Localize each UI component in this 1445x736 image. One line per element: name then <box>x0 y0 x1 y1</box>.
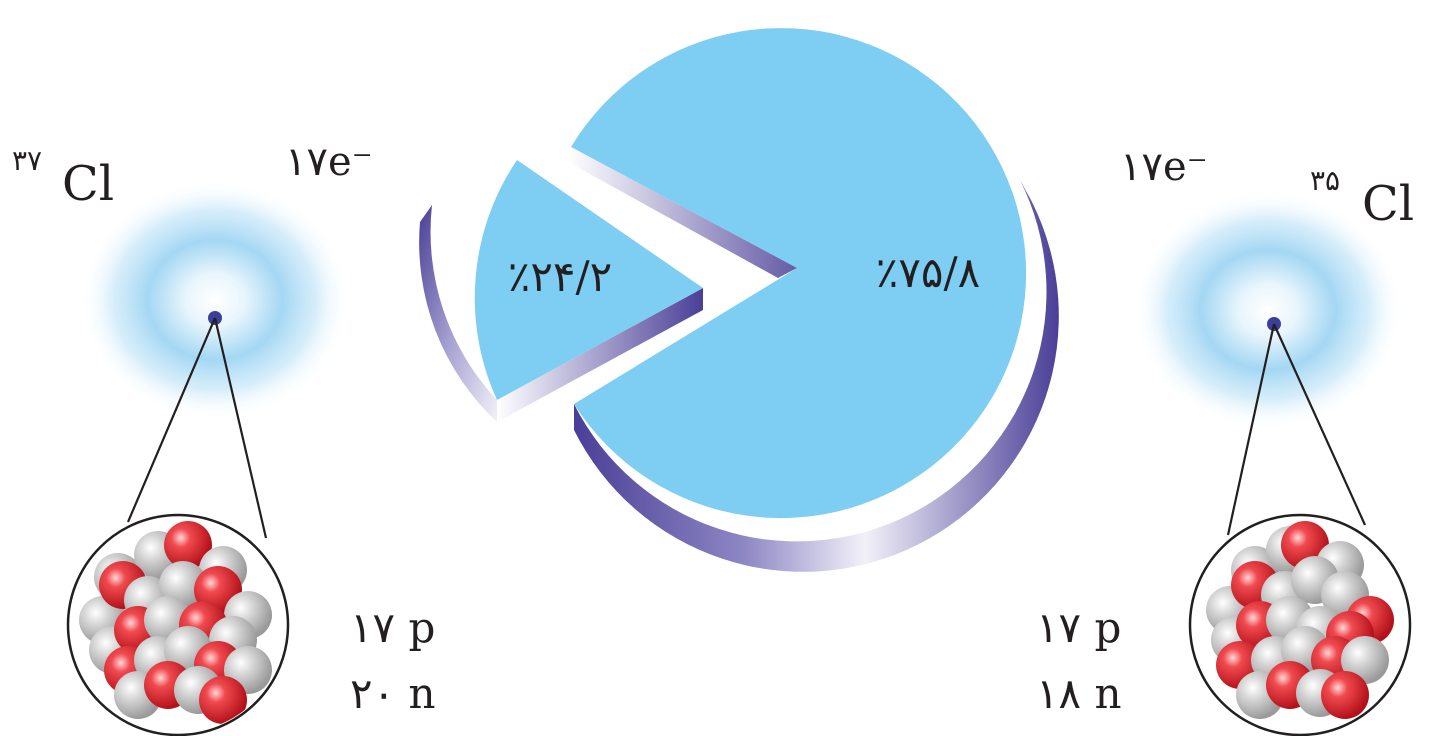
isotope-mass-number: ۳۵ <box>1310 164 1340 197</box>
isotope-symbol: Cl <box>1362 176 1414 232</box>
isotope-symbol: Cl <box>62 156 114 212</box>
pie-slice-small-side <box>419 205 497 422</box>
abundance-pie-chart: ٪۷۵/۸ ٪۲۴/۲ <box>419 28 1059 572</box>
pie-slice-small-cut <box>497 288 703 422</box>
pie-slice-large-cut <box>568 147 797 278</box>
proton-count: ۱۷ p <box>1036 603 1121 652</box>
zoom-line-right <box>213 317 268 539</box>
electron-cloud <box>80 180 350 420</box>
proton-ball <box>164 521 212 569</box>
atom-cl37: ۳۷ Cl ۱۷e⁻ ۱۷ p ۲۰ n <box>12 139 436 736</box>
neutron-count: ۱۸ n <box>1036 669 1122 718</box>
isotope-mass-number: ۳۷ <box>12 144 42 177</box>
proton-ball <box>199 676 247 724</box>
electron-cloud <box>1133 190 1403 430</box>
pie-slice-large <box>571 28 1027 519</box>
pie-label-small: ٪۲۴/۲ <box>508 252 612 301</box>
pie-slice-small <box>474 160 703 400</box>
proton-count: ۱۷ p <box>350 603 435 652</box>
neutron-count: ۲۰ n <box>350 669 436 718</box>
zoom-line-left <box>1226 323 1276 536</box>
zoom-line-right <box>1272 323 1367 526</box>
neutron-ball <box>1341 636 1389 684</box>
nucleus-magnified <box>79 521 272 724</box>
zoom-line-left <box>126 317 217 523</box>
electron-count: ۱۷e⁻ <box>285 139 373 185</box>
proton-ball <box>1321 671 1369 719</box>
pie-label-large: ٪۷۵/۸ <box>876 248 980 297</box>
electron-count: ۱۷e⁻ <box>1120 144 1208 190</box>
atom-cl35: ۳۵ Cl ۱۷e⁻ ۱۷ p ۱۸ n <box>1036 144 1414 736</box>
nucleus-magnified <box>1206 521 1394 719</box>
